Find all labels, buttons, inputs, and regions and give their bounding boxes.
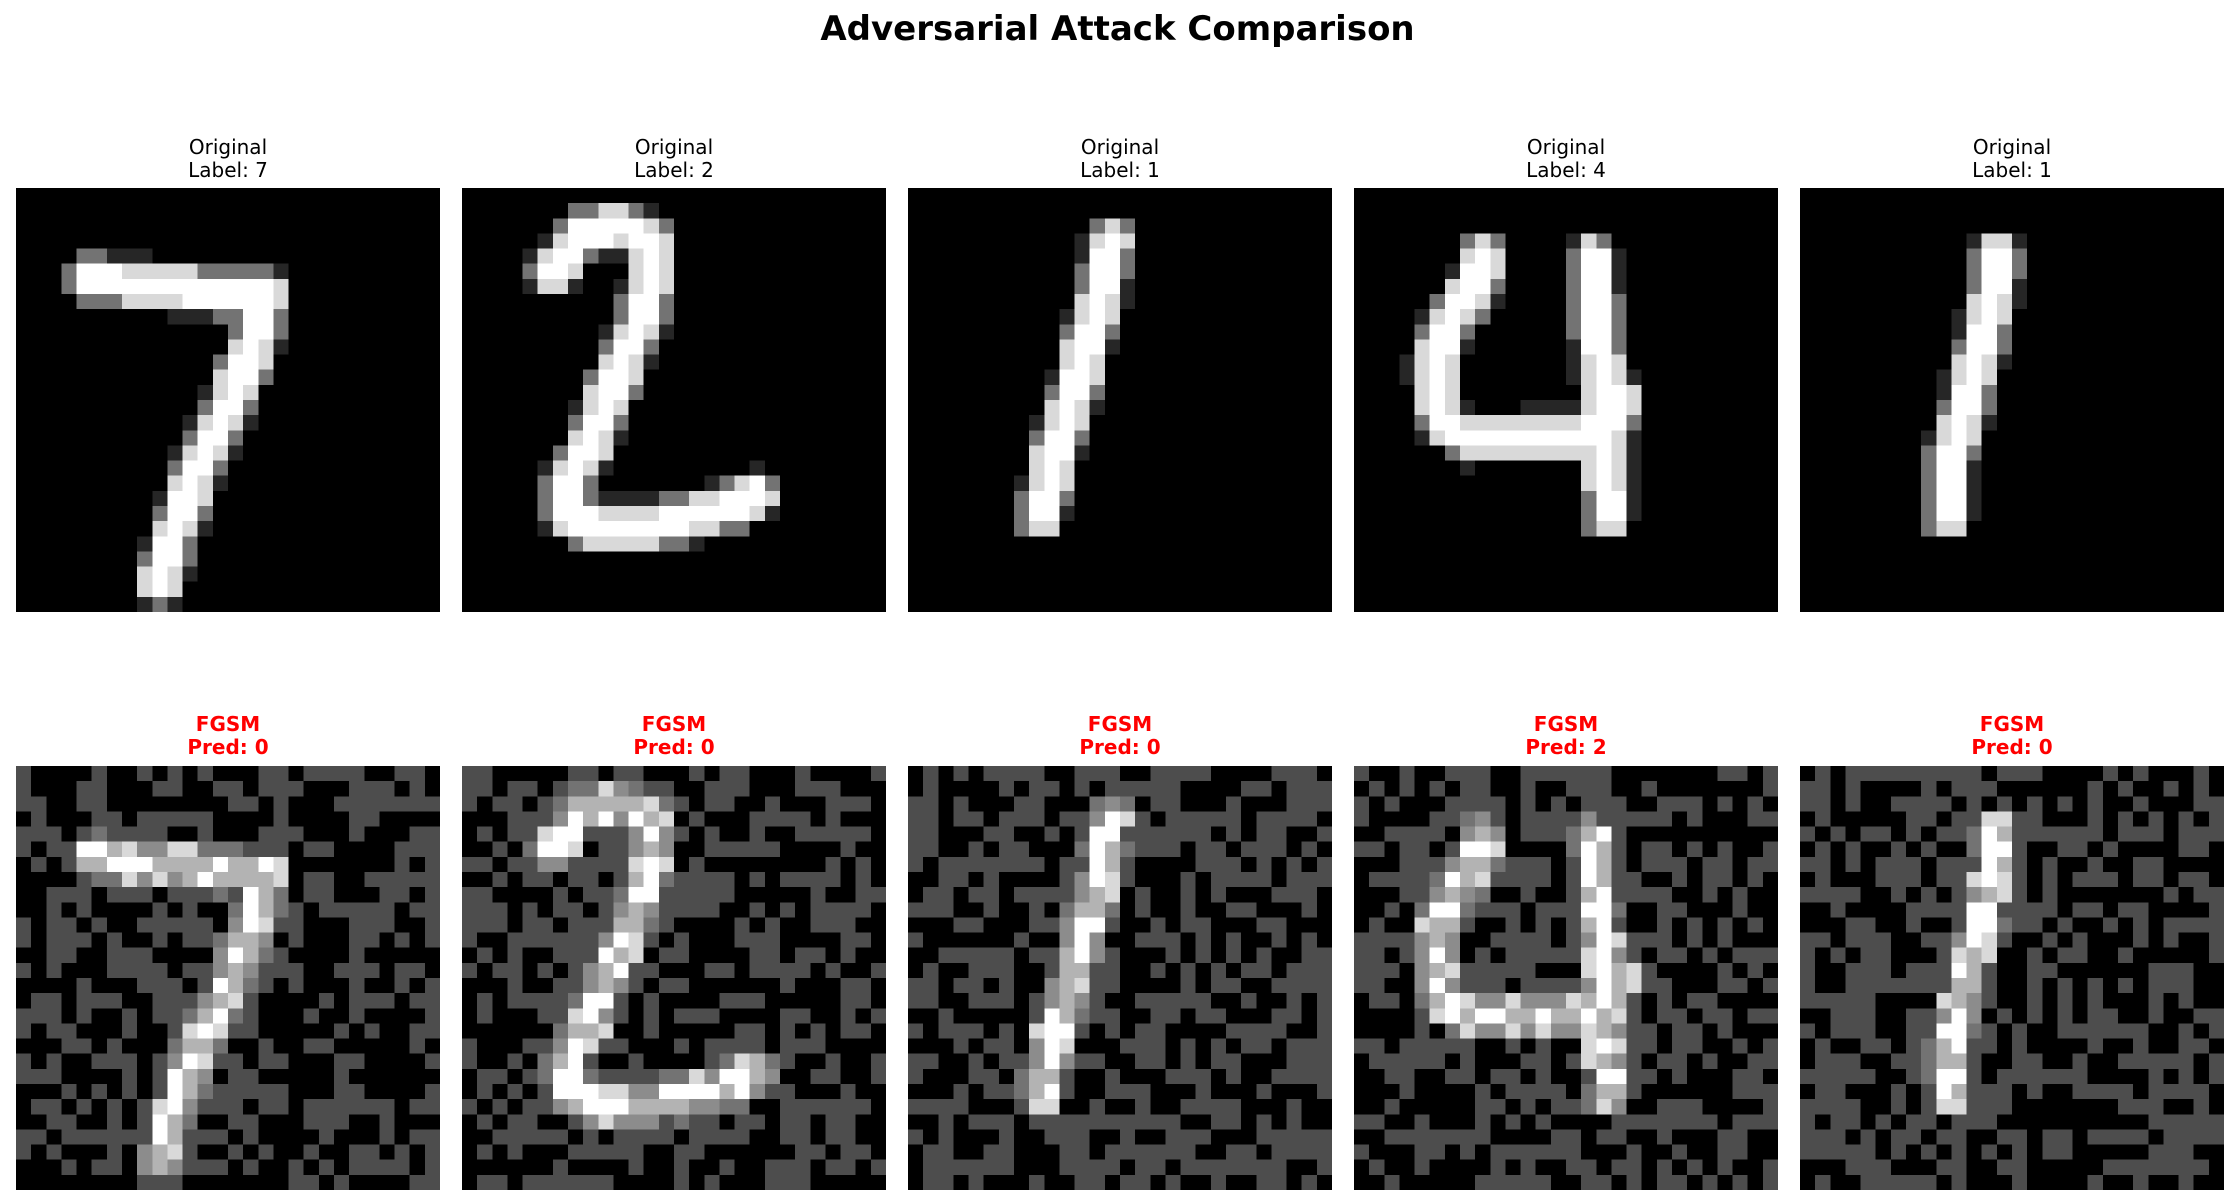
original-image-2 bbox=[462, 188, 886, 612]
adversarial-image-2 bbox=[462, 766, 886, 1190]
original-title-3: Original Label: 1 bbox=[1080, 135, 1160, 182]
original-image-4 bbox=[1354, 188, 1778, 612]
adversarial-title-2: FGSM Pred: 0 bbox=[633, 712, 715, 759]
figure-title: Adversarial Attack Comparison bbox=[820, 9, 1415, 49]
adversarial-title-3: FGSM Pred: 0 bbox=[1079, 712, 1161, 759]
original-title-1: Original Label: 7 bbox=[188, 135, 268, 182]
adversarial-title-4: FGSM Pred: 2 bbox=[1525, 712, 1607, 759]
original-image-3 bbox=[908, 188, 1332, 612]
original-title-5: Original Label: 1 bbox=[1972, 135, 2052, 182]
adversarial-image-3 bbox=[908, 766, 1332, 1190]
original-image-1 bbox=[16, 188, 440, 612]
original-image-5 bbox=[1800, 188, 2224, 612]
adversarial-image-5 bbox=[1800, 766, 2224, 1190]
adversarial-title-5: FGSM Pred: 0 bbox=[1971, 712, 2053, 759]
original-title-4: Original Label: 4 bbox=[1526, 135, 1606, 182]
adversarial-title-1: FGSM Pred: 0 bbox=[187, 712, 269, 759]
original-title-2: Original Label: 2 bbox=[634, 135, 714, 182]
adversarial-image-4 bbox=[1354, 766, 1778, 1190]
adversarial-image-1 bbox=[16, 766, 440, 1190]
